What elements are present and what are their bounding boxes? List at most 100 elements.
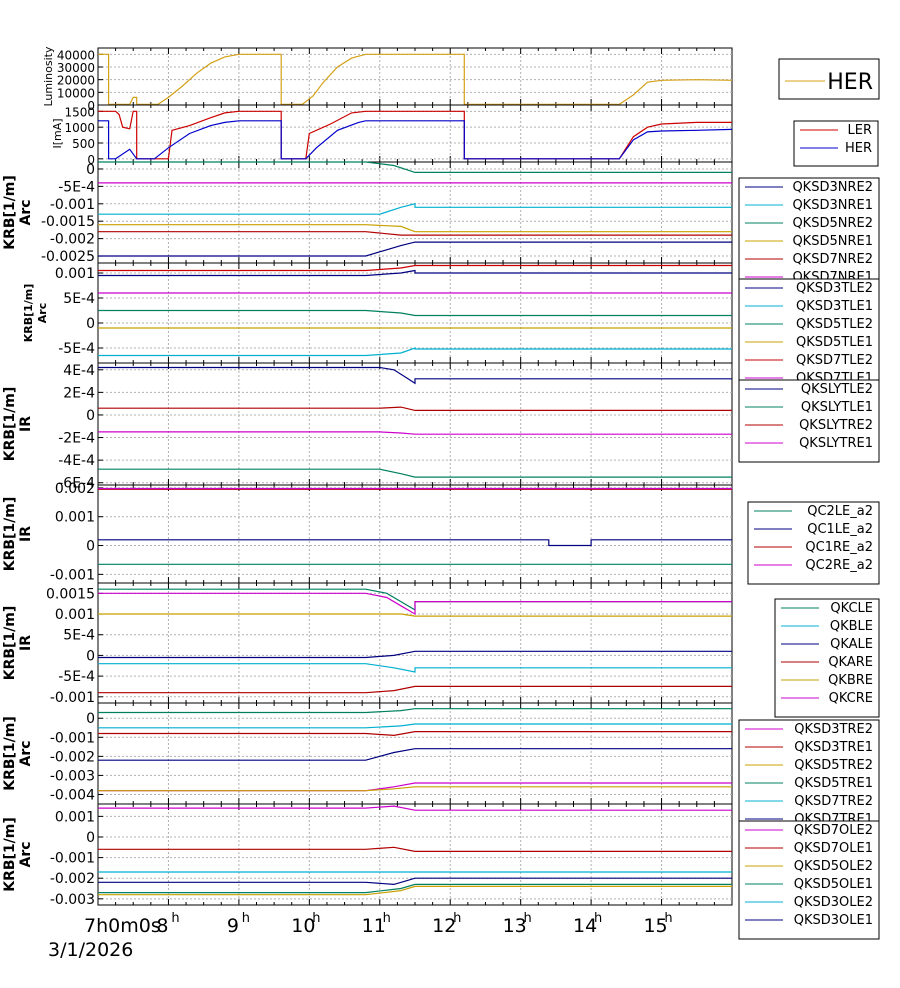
series-line-qksd7ole2	[98, 805, 732, 811]
series-line-qkale	[98, 650, 732, 659]
legend-label: QKSD5NRE2	[792, 216, 873, 231]
legend-label: HER	[827, 70, 873, 95]
legend-box	[747, 501, 880, 585]
legend-box	[738, 379, 880, 463]
x-tick-label: 14	[573, 915, 597, 937]
y-tick-label: 0	[86, 648, 95, 664]
legend-label: QC2RE_a2	[805, 558, 873, 573]
legend-box	[778, 58, 880, 100]
y-tick-label: 40000	[57, 48, 95, 62]
x-tick-label: 11	[362, 915, 386, 937]
panel-frame	[97, 803, 733, 906]
legend-box	[774, 598, 880, 718]
y-tick-label: 0.001	[55, 809, 95, 825]
y-tick-label: -0.0025	[41, 249, 95, 265]
legend-label: QKSD3NRE2	[792, 180, 873, 195]
x-tick-label: 12	[432, 915, 456, 937]
y-tick-label: -6E-4	[58, 476, 95, 492]
series-line-qksd5nre2	[98, 161, 732, 173]
y-axis-label: KRB[1/m]	[2, 817, 18, 892]
legend-box	[738, 820, 880, 940]
legend-label: QKBLE	[830, 619, 873, 634]
y-tick-label: 0.001	[55, 607, 95, 623]
series-line-qksd3nre1	[98, 203, 732, 215]
x-tick-unit: h	[594, 911, 602, 926]
date-label: 3/1/2026	[48, 939, 133, 961]
series-line-ler	[98, 110, 732, 160]
y-tick-label: 0.001	[55, 266, 95, 282]
y-tick-label: 4E-4	[63, 363, 95, 379]
y-tick-label: -0.003	[50, 768, 95, 784]
series-line-her	[98, 120, 733, 160]
legend-label: QKSD5TLE1	[796, 335, 873, 350]
legend-label: QKSD7TRE2	[794, 794, 873, 809]
series-line-qkslytre1	[98, 431, 732, 435]
x-tick-label: 10	[291, 915, 315, 937]
series-line-qksd5tle2	[98, 309, 732, 317]
x-tick-unit: h	[383, 911, 391, 926]
legend-label: QKSD3NRE1	[792, 198, 873, 213]
series-line-qkare	[98, 685, 732, 694]
legend-label: QKSD5OLE2	[794, 859, 873, 874]
y-tick-label: -0.003	[50, 892, 95, 908]
series-line-qksd3ole1	[98, 877, 732, 886]
legend-label: QKSD5TRE1	[794, 776, 873, 791]
y-axis-sublabel: Arc	[18, 841, 34, 867]
legend-label: QC2LE_a2	[807, 504, 873, 519]
legend-label: QKSD3TRE1	[794, 740, 873, 755]
legend-box	[738, 278, 880, 398]
legend-label: QKSD3TLE2	[796, 281, 873, 296]
y-tick-label: -0.002	[50, 871, 95, 887]
y-axis-label: KRB[1/m]	[22, 284, 35, 343]
x-tick-unit: h	[242, 911, 250, 926]
x-tick-unit: h	[453, 911, 461, 926]
legend-label: QKSD3OLE2	[794, 895, 873, 910]
series-line-qkcre	[98, 592, 732, 616]
x-tick-label: 13	[503, 915, 527, 937]
y-tick-label: 0	[86, 316, 95, 332]
legend-label: QKSD7TLE2	[796, 353, 873, 368]
y-axis-sublabel: Arc	[36, 303, 49, 323]
y-axis-sublabel: Arc	[18, 199, 34, 225]
legend-box	[738, 177, 880, 297]
y-tick-label: 0	[87, 153, 95, 167]
y-tick-label: -5E-4	[58, 179, 95, 195]
y-tick-label: -0.002	[50, 232, 95, 248]
series-line-qkslytle2	[98, 366, 732, 385]
y-tick-label: -0.001	[50, 730, 95, 746]
y-tick-label: 500	[72, 137, 95, 151]
legend-label: QKSLYTLE2	[801, 382, 873, 397]
panel-frame	[97, 161, 733, 264]
legend-box	[738, 719, 880, 839]
series-line-qkslytre2	[98, 406, 732, 411]
series-line-qksd3nre2	[98, 241, 732, 257]
legend-label: QKSD3TRE2	[794, 722, 873, 737]
y-axis-label: Luminosity	[42, 46, 55, 106]
legend-label: QKALE	[830, 637, 873, 652]
y-axis-sublabel: IR	[18, 416, 34, 432]
series-line-qkslytle1	[98, 468, 732, 478]
panel-frame	[97, 484, 733, 584]
y-axis-sublabel: IR	[18, 635, 34, 651]
y-tick-label: 5E-4	[63, 291, 95, 307]
y-axis-label: KRB[1/m]	[2, 606, 18, 681]
series-line-qksd5ole2	[98, 885, 732, 896]
legend-label: QKSLYTRE2	[799, 418, 873, 433]
series-line-qksd7ole1	[98, 846, 732, 853]
y-tick-label: 0	[86, 711, 95, 727]
legend-label: QKSLYTLE1	[801, 400, 873, 415]
legend-label: QKBRE	[828, 673, 873, 688]
y-tick-label: -0.001	[50, 567, 95, 583]
series-line-qkble	[98, 663, 732, 673]
y-tick-label: 0	[86, 830, 95, 846]
series-line-qksd7tre2	[98, 723, 732, 729]
legend-label: QKARE	[828, 655, 873, 670]
y-tick-label: 1500	[64, 105, 95, 119]
legend-label: QKSD7OLE2	[794, 823, 873, 838]
y-axis-label: KRB[1/m]	[2, 387, 18, 462]
series-line-qksd7tre1	[98, 748, 732, 761]
series-line-qksd5nre1	[98, 224, 732, 233]
x-tick-unit: h	[312, 911, 320, 926]
series-line-qksd5tre2	[98, 786, 732, 792]
y-tick-label: -4E-4	[58, 453, 95, 469]
